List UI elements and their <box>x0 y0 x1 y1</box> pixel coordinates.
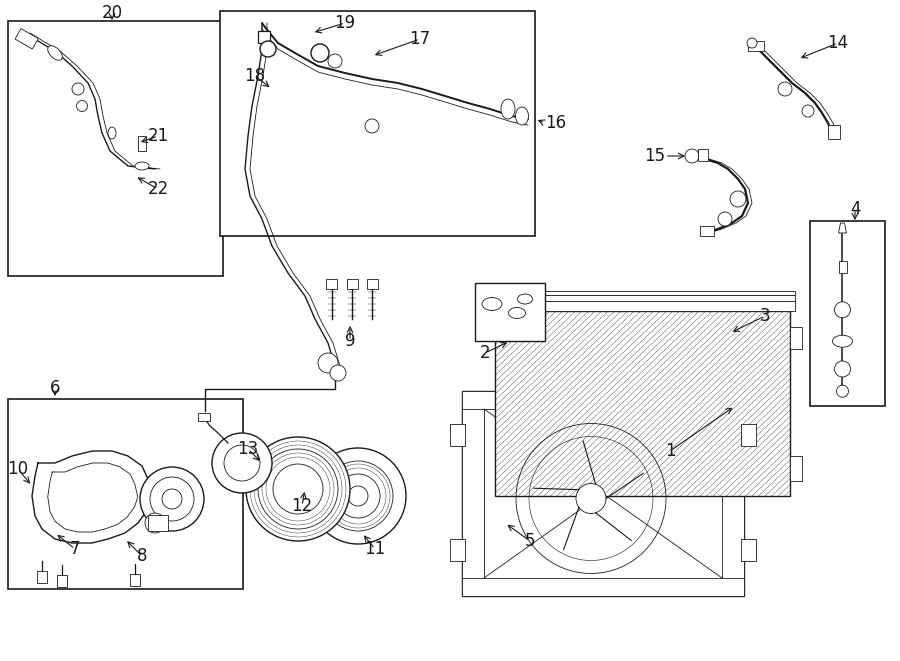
Ellipse shape <box>508 307 526 319</box>
Text: 14: 14 <box>827 34 849 52</box>
Bar <box>462 391 484 596</box>
Bar <box>790 456 802 481</box>
Bar <box>839 261 847 273</box>
Circle shape <box>260 41 276 57</box>
Bar <box>57 575 67 587</box>
Ellipse shape <box>516 107 528 125</box>
Circle shape <box>310 448 406 544</box>
Circle shape <box>330 365 346 381</box>
Bar <box>138 136 146 151</box>
Ellipse shape <box>108 127 116 139</box>
Bar <box>346 279 357 289</box>
Circle shape <box>718 212 732 226</box>
Text: 20: 20 <box>102 4 122 22</box>
Circle shape <box>246 437 350 541</box>
Circle shape <box>576 483 606 514</box>
Text: 15: 15 <box>644 147 665 165</box>
Text: 1: 1 <box>665 442 675 460</box>
Text: 4: 4 <box>850 200 860 218</box>
Text: 5: 5 <box>525 532 535 550</box>
Bar <box>450 539 465 561</box>
Text: 22: 22 <box>148 180 168 198</box>
Circle shape <box>834 302 850 318</box>
Bar <box>722 391 744 596</box>
Text: 18: 18 <box>245 67 266 85</box>
Bar <box>220 11 535 236</box>
Text: 6: 6 <box>50 379 60 397</box>
Bar <box>490 295 795 301</box>
Circle shape <box>212 433 272 493</box>
Bar <box>366 279 377 289</box>
Ellipse shape <box>48 46 62 60</box>
Bar <box>462 391 744 596</box>
Circle shape <box>311 44 329 62</box>
Circle shape <box>258 449 338 529</box>
Bar <box>8 21 223 276</box>
Bar <box>462 391 744 409</box>
Text: 9: 9 <box>345 332 356 350</box>
Bar <box>327 279 338 289</box>
Text: 21: 21 <box>148 127 168 145</box>
Text: 8: 8 <box>137 547 148 565</box>
Bar <box>450 424 465 446</box>
Circle shape <box>145 513 165 533</box>
Bar <box>790 327 802 349</box>
Circle shape <box>802 105 814 117</box>
Bar <box>130 574 140 586</box>
Bar <box>490 291 795 295</box>
Ellipse shape <box>482 297 502 311</box>
Bar <box>741 539 756 561</box>
Circle shape <box>336 474 380 518</box>
Text: 19: 19 <box>335 14 356 32</box>
Bar <box>8 399 243 589</box>
Bar <box>475 283 545 341</box>
Ellipse shape <box>135 162 149 170</box>
Bar <box>495 311 790 496</box>
Bar <box>741 424 756 446</box>
Circle shape <box>224 445 260 481</box>
Text: 17: 17 <box>410 30 430 48</box>
Circle shape <box>730 191 746 207</box>
Bar <box>15 28 39 49</box>
Circle shape <box>348 486 368 506</box>
Polygon shape <box>839 223 847 233</box>
Circle shape <box>76 100 87 112</box>
Bar <box>462 578 744 596</box>
Text: 11: 11 <box>364 540 385 558</box>
Circle shape <box>328 54 342 68</box>
Circle shape <box>365 119 379 133</box>
Circle shape <box>273 464 323 514</box>
Bar <box>828 125 840 139</box>
Circle shape <box>318 353 338 373</box>
Bar <box>490 301 795 311</box>
Circle shape <box>778 82 792 96</box>
Text: 10: 10 <box>7 460 29 478</box>
Bar <box>148 515 168 531</box>
Circle shape <box>834 361 850 377</box>
Circle shape <box>685 149 699 163</box>
Bar <box>198 413 210 421</box>
Bar <box>810 221 885 406</box>
Circle shape <box>747 38 757 48</box>
Circle shape <box>72 83 84 95</box>
Circle shape <box>162 489 182 509</box>
Circle shape <box>836 385 849 397</box>
Text: 7: 7 <box>70 540 80 558</box>
Text: 2: 2 <box>480 344 491 362</box>
Ellipse shape <box>501 99 515 119</box>
Circle shape <box>323 461 393 531</box>
Ellipse shape <box>832 335 852 347</box>
Bar <box>258 31 270 43</box>
Circle shape <box>140 467 204 531</box>
Bar <box>700 226 714 236</box>
Bar <box>748 41 764 51</box>
Bar <box>698 149 708 161</box>
Bar <box>37 571 47 583</box>
Circle shape <box>150 477 194 521</box>
Text: 12: 12 <box>292 497 312 515</box>
Ellipse shape <box>518 294 533 304</box>
Text: 16: 16 <box>545 114 566 132</box>
Text: 13: 13 <box>238 440 258 458</box>
Text: 3: 3 <box>760 307 770 325</box>
